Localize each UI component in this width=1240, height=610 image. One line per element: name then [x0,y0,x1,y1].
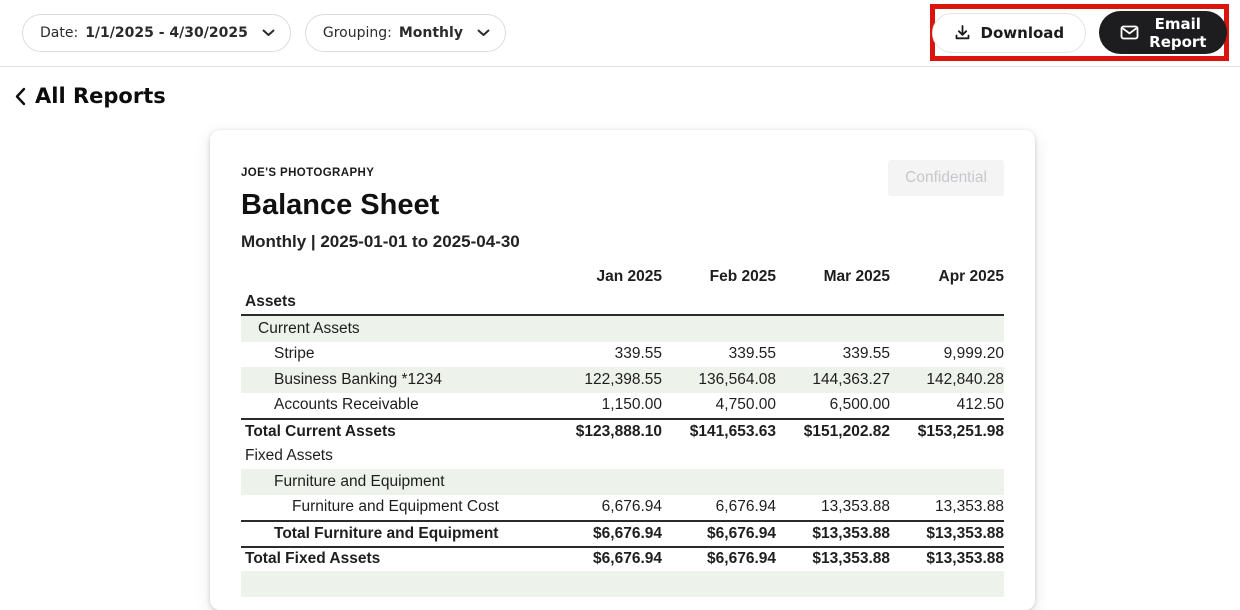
column-header: Feb 2025 [709,268,776,285]
row-label: Accounts Receivable [274,396,419,414]
column-header: Jan 2025 [596,268,663,285]
column-header: Mar 2025 [823,268,890,285]
table-row: Total Current Assets $123,888.10 $141,653.… [241,418,1004,444]
cell-value: 339.55 [842,345,890,363]
row-label: Assets [245,293,296,310]
cell-value: 6,676.94 [715,498,776,516]
back-link[interactable]: All Reports [15,84,166,108]
cell-value: $6,676.94 [593,550,662,568]
cell-value: $141,653.63 [689,422,776,440]
table-header-row: Jan 2025 Feb 2025 Mar 2025 Apr 2025 [241,264,1005,290]
date-filter-dropdown[interactable]: Date: 1/1/2025 - 4/30/2025 [22,14,291,52]
cell-value: 142,840.28 [926,370,1004,388]
cell-value: 9,999.20 [943,345,1004,363]
cell-value: $13,353.88 [926,524,1004,542]
chevron-down-icon [262,29,275,37]
table-row: Furniture and Equipment [241,469,1004,495]
cell-value: $151,202.82 [803,422,890,440]
row-label: Furniture and Equipment [274,472,445,490]
grouping-label: Grouping: [322,25,392,41]
email-button-label: Email Report [1149,14,1207,51]
cell-value: $13,353.88 [812,524,890,542]
report-subtitle: Monthly | 2025-01-01 to 2025-04-30 [241,232,520,251]
grouping-value: Monthly [398,25,463,41]
table-row: Furniture and Equipment Cost 6,676.94 6,67… [241,495,1004,521]
row-label: Business Banking *1234 [274,370,443,388]
date-filter-value: 1/1/2025 - 4/30/2025 [85,25,248,41]
cell-value: 122,398.55 [584,370,662,388]
table-body: Assets Current Assets Stripe 339.55 339.55 33… [241,290,1004,597]
cell-value: 136,564.08 [698,370,776,388]
table-row [241,571,1004,597]
annotation-highlight-box: Download Email Report [930,4,1229,61]
report-card: JOE'S PHOTOGRAPHY Balance Sheet Monthly … [210,130,1035,610]
back-link-label: All Reports [35,84,166,108]
balance-sheet-table: Jan 2025 Feb 2025 Mar 2025 Apr 2025 Assets C… [241,264,1004,597]
cell-value: 339.55 [728,345,776,363]
company-name: JOE'S PHOTOGRAPHY [241,167,375,179]
row-label: Total Fixed Assets [245,550,381,568]
cell-value: 13,353.88 [935,498,1004,516]
grouping-dropdown[interactable]: Grouping: Monthly [304,14,506,52]
cell-value: $6,676.94 [707,550,776,568]
cell-value: $6,676.94 [593,524,662,542]
cell-value: 13,353.88 [821,498,890,516]
date-filter-label: Date: [40,25,79,41]
cell-value: 144,363.27 [812,370,890,388]
chevron-left-icon [15,87,26,106]
download-button-label: Download [980,23,1065,42]
email-report-button[interactable]: Email Report [1099,11,1228,54]
cell-value: 1,150.00 [601,396,662,414]
toolbar: Date: 1/1/2025 - 4/30/2025 Grouping: Mon… [0,0,1240,67]
confidential-badge: Confidential [888,160,1004,196]
cell-value: $123,888.10 [575,422,662,440]
chevron-down-icon [477,29,490,37]
table-row: Business Banking *1234 122,398.55 136,564.… [241,367,1004,393]
column-header: Apr 2025 [938,268,1004,285]
row-label: Total Current Assets [245,422,396,440]
table-row: Total Fixed Assets $6,676.94 $6,676.94 $13,… [241,545,1004,572]
cell-value: $13,353.88 [812,550,890,568]
report-header: JOE'S PHOTOGRAPHY Balance Sheet Monthly … [241,160,1004,252]
table-row: Fixed Assets [241,444,1004,470]
cell-value: $153,251.98 [917,422,1004,440]
cell-value: 339.55 [614,345,662,363]
row-label: Total Furniture and Equipment [274,524,499,542]
cell-value: $6,676.94 [707,524,776,542]
table-row: Accounts Receivable 1,150.00 4,750.00 6,500… [241,393,1004,419]
row-label: Fixed Assets [245,447,333,465]
download-button[interactable]: Download [931,12,1087,53]
cell-value: 4,750.00 [715,396,776,414]
cell-value: $13,353.88 [926,550,1004,568]
table-row: Assets [241,290,1004,316]
report-header-text: JOE'S PHOTOGRAPHY Balance Sheet Monthly … [241,166,520,252]
download-icon [954,24,971,41]
cell-value: 6,500.00 [829,396,890,414]
cell-value: 6,676.94 [601,498,662,516]
email-icon [1120,25,1139,40]
cell-value: 412.50 [956,396,1004,414]
row-label: Current Assets [258,319,360,337]
row-label: Stripe [274,345,315,363]
table-row: Current Assets [241,316,1004,342]
report-title: Balance Sheet [241,189,440,221]
row-label: Furniture and Equipment Cost [292,498,499,516]
table-row: Stripe 339.55 339.55 339.55 9,999.20 [241,342,1004,368]
table-row: Total Furniture and Equipment $6,676.94 $6… [241,520,1004,546]
